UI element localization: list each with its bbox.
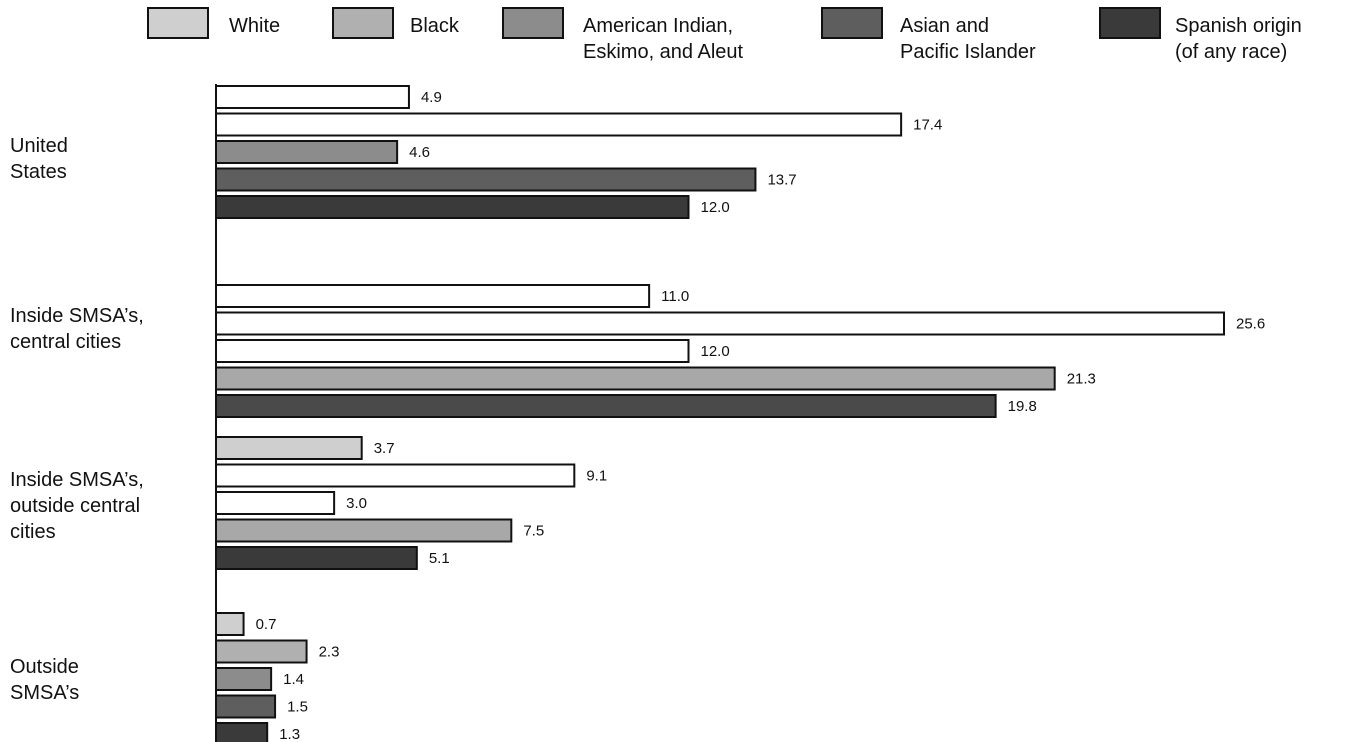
bar-outside-smsa-s-spanish-origin-of-any-race [215, 722, 269, 742]
legend-swatch-spanish-origin-of-any-race [1099, 7, 1161, 39]
category-label-inside-smsa-s-central-cities: central cities [10, 331, 121, 353]
bar-inside-smsa-s-outside-central-cities-black [215, 463, 576, 488]
bar-outside-smsa-s-american-indian-eskimo-and-aleut [215, 667, 273, 691]
legend-label: Pacific Islander [900, 41, 1036, 63]
legend-swatch-american-indian-eskimo-and-aleut [502, 7, 564, 39]
value-label: 21.3 [1067, 371, 1096, 388]
bar-inside-smsa-s-outside-central-cities-american-indian-eskimo-and-aleut [215, 491, 336, 515]
bar-united-states-spanish-origin-of-any-race [215, 195, 690, 219]
value-label: 25.6 [1236, 316, 1265, 333]
bar-inside-smsa-s-central-cities-black [215, 311, 1225, 336]
bar-inside-smsa-s-outside-central-cities-spanish-origin-of-any-race [215, 546, 418, 570]
category-label-inside-smsa-s-central-cities: Inside SMSA’s, [10, 305, 144, 327]
bar-outside-smsa-s-asian-and-pacific-islander [215, 694, 277, 719]
value-label: 12.0 [701, 199, 730, 216]
value-label: 1.4 [283, 671, 304, 688]
bar-united-states-white [215, 85, 410, 109]
value-label: 17.4 [913, 117, 942, 134]
category-labels: United States Inside SMSA’s, central cities… [10, 135, 144, 704]
value-label: 0.7 [256, 616, 277, 633]
bar-united-states-asian-and-pacific-islander [215, 167, 757, 192]
value-label: 1.3 [279, 726, 300, 742]
bar-outside-smsa-s-black [215, 639, 308, 664]
bar-inside-smsa-s-central-cities-american-indian-eskimo-and-aleut [215, 339, 690, 363]
category-label-inside-smsa-s-outside-central-cities: cities [10, 521, 56, 543]
value-label: 1.5 [287, 699, 308, 716]
category-label-united-states: States [10, 161, 67, 183]
value-label: 3.7 [374, 440, 395, 457]
legend-label: Asian and [900, 15, 989, 37]
value-label: 12.0 [701, 343, 730, 360]
value-label: 2.3 [319, 644, 340, 661]
category-label-outside-smsa-s: SMSA’s [10, 682, 79, 704]
category-label-united-states: United [10, 135, 68, 157]
legend-label: Spanish origin [1175, 15, 1302, 37]
legend-label: White [229, 15, 280, 37]
legend-swatch-asian-and-pacific-islander [821, 7, 883, 39]
legend-label: American Indian, [583, 15, 733, 37]
value-label: 13.7 [767, 172, 796, 189]
bar-inside-smsa-s-central-cities-white [215, 284, 651, 308]
legend: White Black American Indian, Eskimo, and Al… [147, 7, 1302, 63]
value-label: 4.9 [421, 89, 442, 106]
value-labels: 4.9 17.4 4.6 13.7 12.0 11.0 25.6 12.0 21.3 19.8 3.… [256, 89, 1266, 742]
bar-united-states-black [215, 112, 903, 137]
legend-label: Eskimo, and Aleut [583, 41, 744, 63]
legend-swatch-black [332, 7, 394, 39]
bar-inside-smsa-s-central-cities-asian-and-pacific-islander [215, 366, 1056, 391]
legend-swatch-white [147, 7, 209, 39]
value-label: 9.1 [586, 468, 607, 485]
bar-inside-smsa-s-outside-central-cities-asian-and-pacific-islander [215, 518, 513, 543]
value-label: 5.1 [429, 550, 450, 567]
bars [215, 85, 1225, 742]
value-label: 3.0 [346, 495, 367, 512]
category-label-outside-smsa-s: Outside [10, 656, 79, 678]
legend-label: (of any race) [1175, 41, 1287, 63]
value-label: 4.6 [409, 144, 430, 161]
bar-united-states-american-indian-eskimo-and-aleut [215, 140, 399, 164]
value-label: 7.5 [523, 523, 544, 540]
bar-outside-smsa-s-white [215, 612, 245, 636]
value-label: 11.0 [661, 288, 689, 305]
legend-label: Black [410, 15, 460, 37]
bar-inside-smsa-s-central-cities-spanish-origin-of-any-race [215, 394, 997, 418]
bar-inside-smsa-s-outside-central-cities-white [215, 436, 363, 460]
value-label: 19.8 [1008, 398, 1037, 415]
category-label-inside-smsa-s-outside-central-cities: outside central [10, 495, 140, 517]
category-label-inside-smsa-s-outside-central-cities: Inside SMSA’s, [10, 469, 144, 491]
